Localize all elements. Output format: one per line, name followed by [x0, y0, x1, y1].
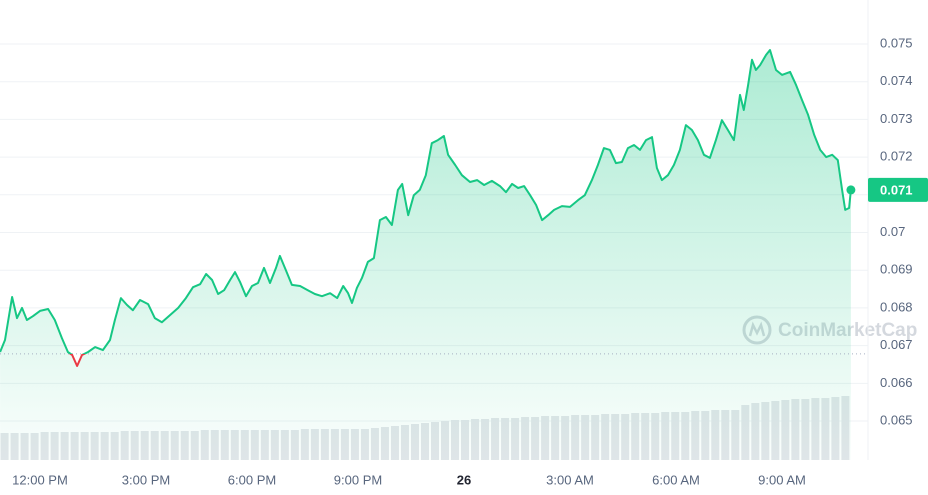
y-tick-label: 0.066 — [880, 375, 913, 390]
y-tick-label: 0.074 — [880, 73, 913, 88]
x-tick-label: 6:00 AM — [652, 472, 700, 487]
last-point — [846, 185, 856, 195]
x-tick-label: 9:00 AM — [758, 472, 806, 487]
price-line — [0, 49, 852, 367]
y-tick-label: 0.068 — [880, 299, 913, 314]
y-tick-label: 0.065 — [880, 412, 913, 427]
y-tick-label: 0.067 — [880, 337, 913, 352]
y-tick-label: 0.073 — [880, 111, 913, 126]
y-tick-label: 0.07 — [880, 224, 905, 239]
x-tick-label: 12:00 PM — [12, 472, 68, 487]
price-area — [0, 50, 851, 460]
x-tick-label: 3:00 PM — [122, 472, 170, 487]
price-tag — [868, 177, 928, 202]
x-tick-label: 26 — [457, 472, 471, 487]
x-tick-label: 9:00 PM — [334, 472, 382, 487]
y-tick-label: 0.075 — [880, 35, 913, 50]
x-tick-label: 3:00 AM — [546, 472, 594, 487]
y-tick-label: 0.072 — [880, 149, 913, 164]
y-tick-label: 0.069 — [880, 262, 913, 277]
price-tag-label: 0.071 — [880, 182, 913, 197]
x-tick-label: 6:00 PM — [228, 472, 276, 487]
